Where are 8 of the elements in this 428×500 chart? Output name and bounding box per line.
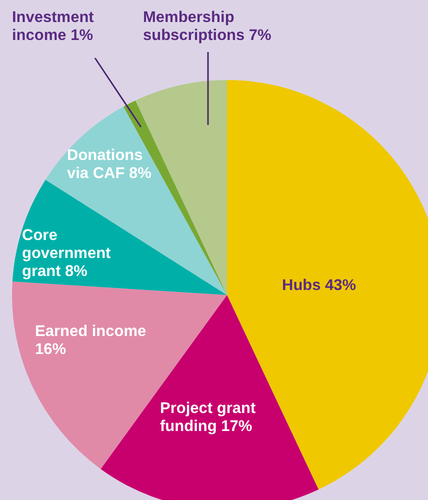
slice-label: Earned income (35, 323, 146, 340)
slice-label: Donations via CAF 8% (67, 147, 152, 182)
slice-label: Core government grant 8% (22, 227, 111, 280)
slice-label: Membership subscriptions 7% (143, 9, 272, 44)
data-label: 16% (35, 341, 66, 358)
slice-label: Project grant funding 17% (160, 400, 256, 435)
slice-label: Investment income 1% (12, 9, 94, 44)
slice-label: Hubs 43% (282, 277, 356, 294)
